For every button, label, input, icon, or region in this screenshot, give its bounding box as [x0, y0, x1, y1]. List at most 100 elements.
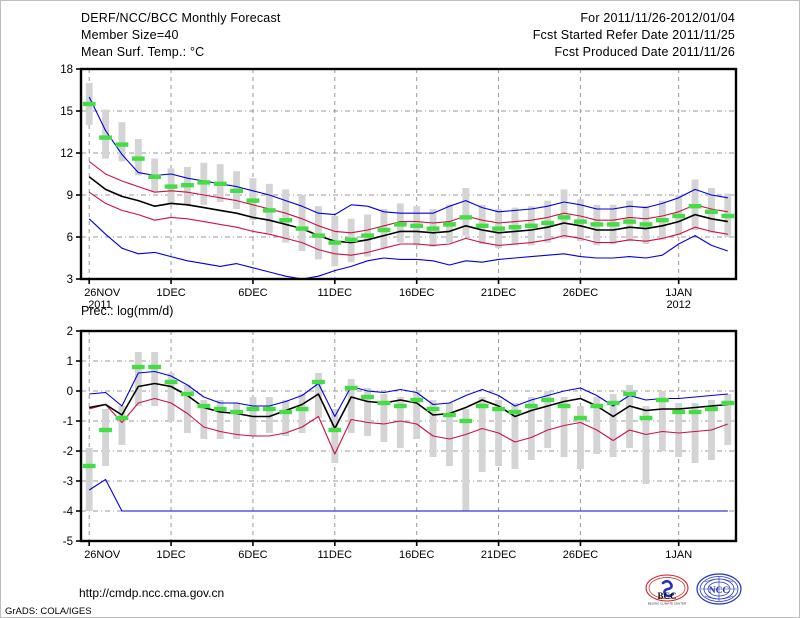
spread-bar	[380, 394, 388, 442]
median-dash	[639, 222, 653, 227]
x-tick-label: 11DEC	[317, 549, 352, 561]
median-dash	[410, 223, 424, 228]
median-dash	[262, 208, 276, 213]
median-dash	[590, 403, 604, 409]
x-tick-label: 11DEC	[317, 287, 352, 299]
forecast-produced-date-label: Fcst Produced Date 2011/11/26	[554, 45, 735, 59]
median-dash	[181, 183, 194, 188]
median-dash	[377, 400, 391, 406]
median-dash	[295, 406, 309, 412]
median-dash	[475, 223, 489, 228]
series-upper-quartile	[88, 160, 728, 234]
spread-bar	[200, 400, 208, 439]
median-dash	[672, 409, 686, 415]
median-dash	[639, 415, 653, 421]
median-dash	[115, 415, 129, 421]
spread-bar	[675, 403, 683, 457]
median-dash	[443, 412, 456, 418]
median-dash	[688, 409, 702, 415]
median-dash	[328, 427, 342, 433]
median-dash	[197, 403, 211, 409]
median-dash	[705, 209, 718, 214]
forecast-range-label: For 2011/11/26-2012/01/04	[580, 11, 735, 25]
y-tick-label: 1	[67, 356, 73, 368]
median-dash	[459, 215, 473, 220]
spread-bar	[576, 406, 584, 469]
median-dash	[688, 204, 702, 209]
median-dash	[721, 213, 735, 219]
spread-bar	[233, 403, 241, 439]
median-dash	[377, 227, 391, 233]
spread-bar	[216, 400, 224, 439]
median-dash	[655, 218, 669, 223]
x-tick-label: 6DEC	[238, 549, 267, 561]
x-tick-label: 6DEC	[238, 287, 267, 299]
x-tick-label: 1JAN	[665, 287, 692, 299]
median-dash	[410, 397, 424, 403]
median-dash	[361, 394, 374, 400]
median-dash	[426, 226, 440, 231]
x-tick-label: 26DEC	[563, 287, 599, 299]
spread-bar	[724, 394, 732, 445]
plot-area	[81, 331, 736, 541]
precipitation-panel-label: Prec.: log(mm/d)	[81, 304, 174, 318]
spread-bar	[298, 394, 306, 433]
spread-bar	[134, 352, 142, 406]
series-upper-extreme	[89, 370, 728, 418]
variable-label: Mean Surf. Temp.: °C	[81, 45, 205, 59]
series-lower-extreme	[88, 218, 728, 280]
website-url: http://cmdp.ncc.cma.gov.cn	[79, 586, 225, 600]
median-dash	[541, 220, 555, 226]
median-dash	[230, 409, 243, 415]
spread-bar	[527, 397, 535, 460]
median-dash	[164, 379, 178, 385]
spread-bar	[560, 189, 568, 239]
x-tick-sublabel: 2011	[88, 299, 112, 311]
plot-frame	[79, 329, 738, 543]
page-title: DERF/NCC/BCC Monthly Forecast	[81, 11, 281, 25]
spread-bar	[511, 403, 519, 469]
series-lower-extreme	[88, 478, 728, 512]
median-dash	[82, 463, 96, 469]
median-dash	[557, 215, 571, 220]
median-dash	[557, 403, 571, 409]
spread-bar	[445, 403, 453, 466]
spread-bar	[658, 391, 666, 451]
spread-bar	[118, 406, 126, 445]
median-dash	[230, 188, 243, 193]
median-dash	[492, 406, 505, 412]
spread-bar	[183, 385, 191, 433]
median-dash	[328, 240, 342, 245]
x-tick-label: 16DEC	[399, 287, 435, 299]
median-dash	[721, 400, 735, 406]
spread-bar	[102, 409, 110, 466]
median-dash	[279, 218, 293, 223]
median-dash	[606, 222, 620, 227]
x-tick-sublabel: 2012	[666, 299, 690, 311]
x-tick-label: 26NOV	[84, 287, 121, 299]
x-tick-label: 1DEC	[156, 549, 185, 561]
median-dash	[181, 391, 194, 397]
median-dash	[492, 226, 505, 231]
median-dash	[606, 400, 620, 406]
spread-bar	[462, 188, 470, 236]
plot-area	[81, 69, 736, 279]
median-dash	[131, 156, 145, 161]
spread-bar	[282, 400, 290, 436]
median-dash	[705, 406, 718, 412]
svg-text:BCC: BCC	[657, 591, 676, 601]
median-dash	[541, 397, 555, 403]
median-dash	[295, 226, 309, 231]
y-tick-label: 6	[67, 232, 73, 244]
median-dash	[99, 135, 112, 140]
median-dash	[115, 142, 129, 147]
spread-bar	[314, 206, 322, 260]
x-tick-label: 1JAN	[665, 549, 692, 561]
median-dash	[246, 406, 260, 412]
grads-credit: GrADS: COLA/IGES	[5, 606, 92, 617]
median-dash	[623, 219, 636, 224]
median-dash	[443, 222, 456, 227]
y-tick-label: 0	[67, 386, 73, 398]
spread-bar	[462, 409, 470, 511]
panel-precipitation-log: 210-1-2-3-4-526NOV20111DEC6DEC11DEC16DEC…	[63, 326, 738, 561]
